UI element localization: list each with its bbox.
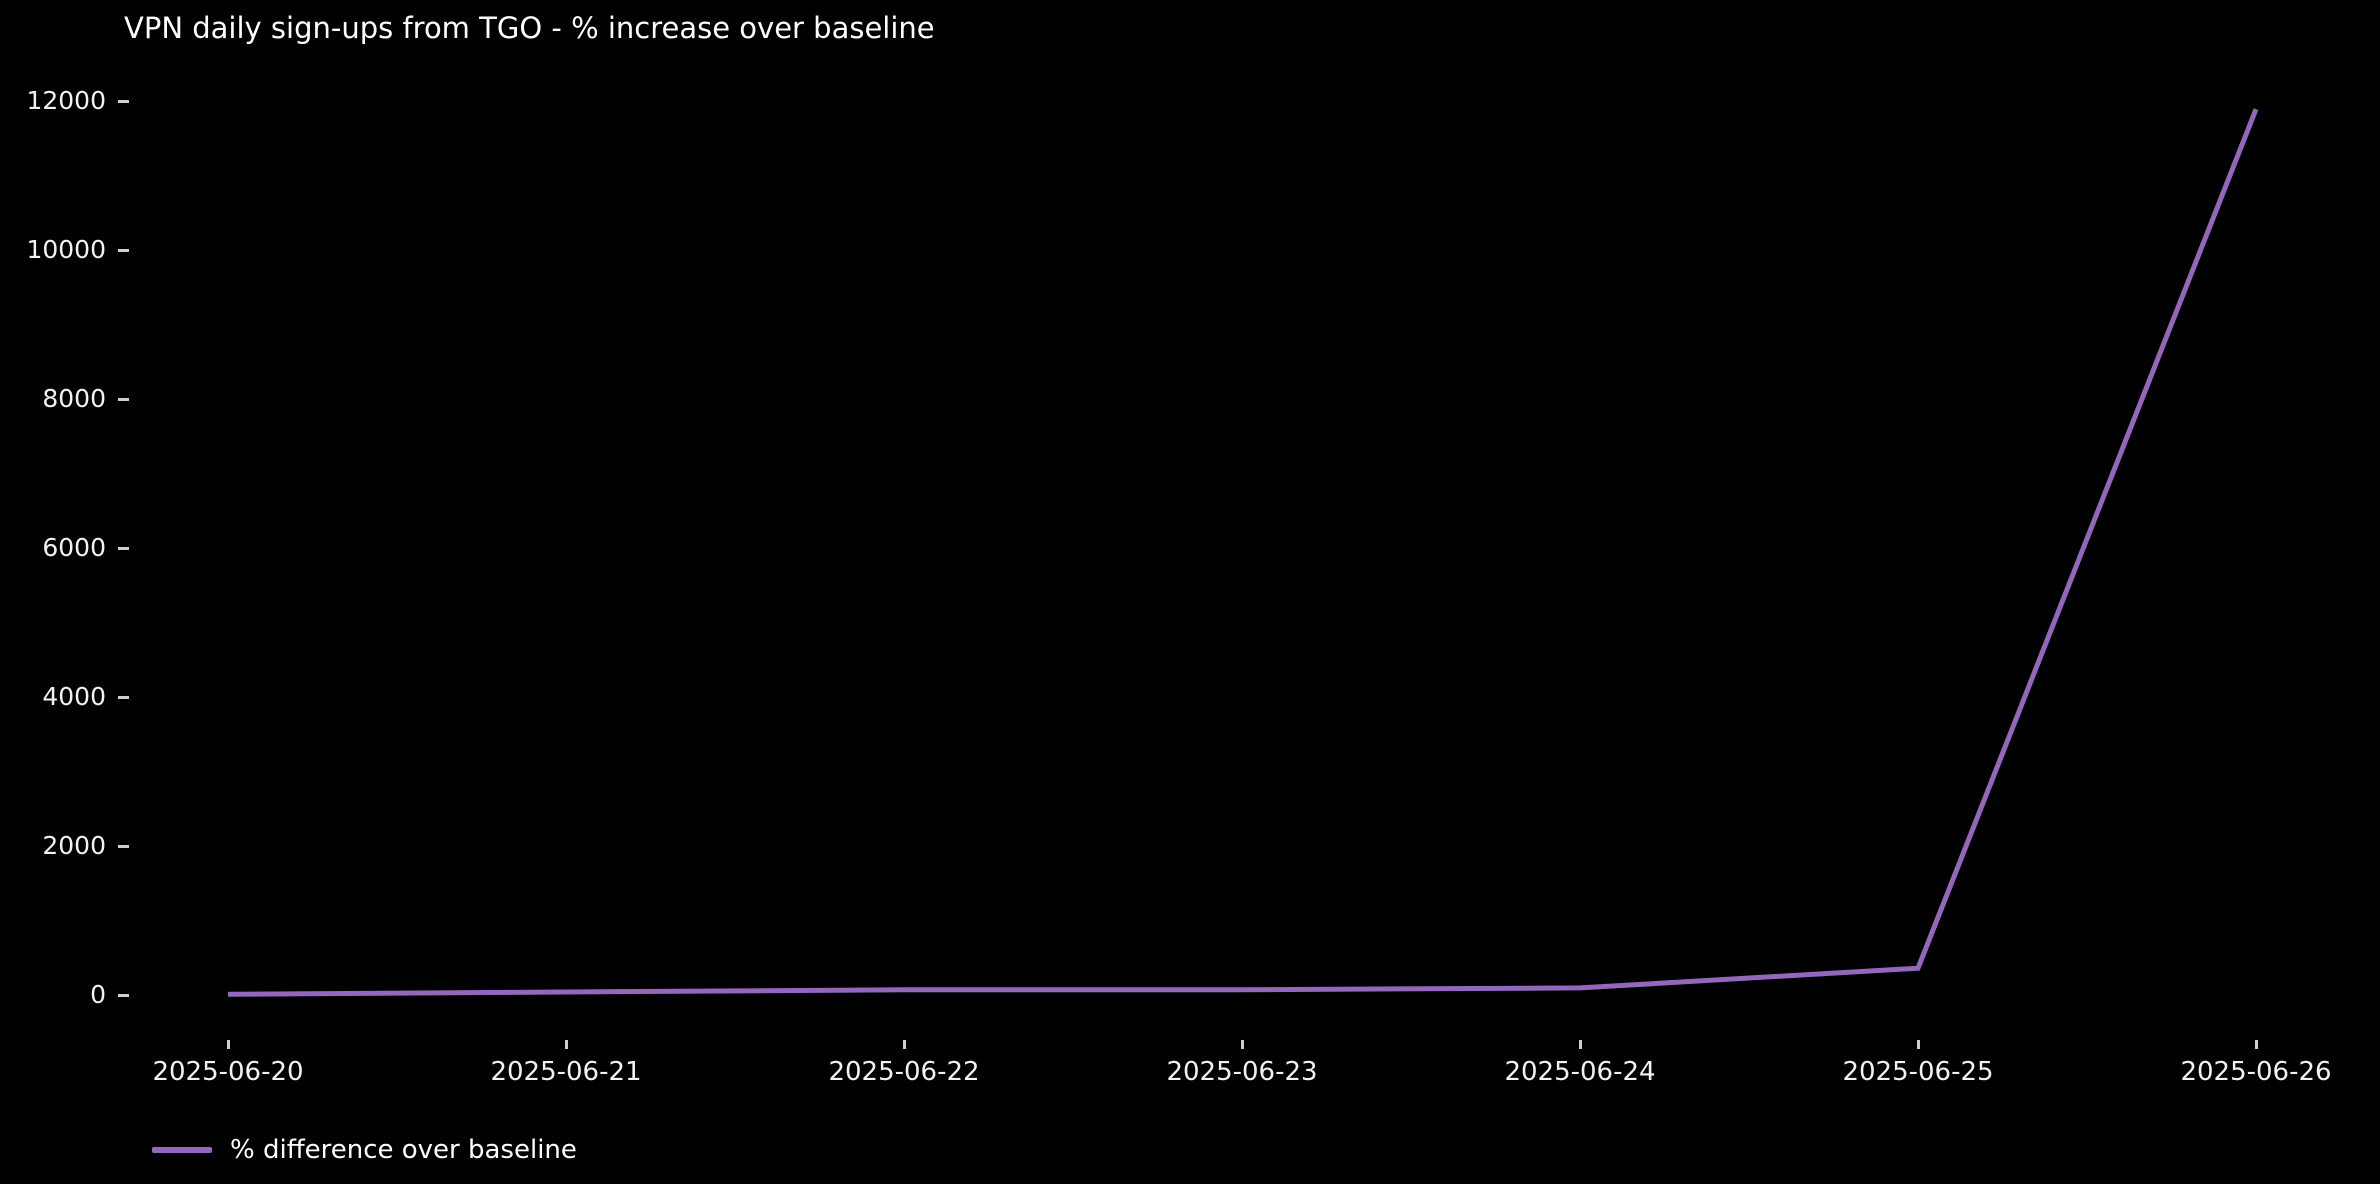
y-axis-tick-mark [118, 99, 129, 103]
y-axis-tick-label: 4000 [42, 682, 106, 711]
y-axis-tick-mark [118, 397, 129, 401]
x-axis-tick-mark [2254, 1040, 2258, 1049]
y-axis-tick-mark [118, 844, 129, 848]
legend-line-swatch [152, 1147, 212, 1153]
y-axis-tick-mark [118, 993, 129, 997]
x-axis-tick-label: 2025-06-21 [490, 1057, 642, 1087]
y-axis-tick-label: 2000 [42, 831, 106, 860]
x-axis-tick-mark [564, 1040, 568, 1049]
x-axis-tick-mark [1916, 1040, 1920, 1049]
y-axis-tick-mark [118, 695, 129, 699]
legend: % difference over baseline [152, 1130, 577, 1170]
x-axis-tick-label: 2025-06-25 [1842, 1057, 1994, 1087]
y-axis-tick-label: 10000 [26, 235, 106, 264]
x-axis-tick-mark [1240, 1040, 1244, 1049]
x-axis-tick-label: 2025-06-24 [1504, 1057, 1656, 1087]
line-series [227, 108, 2259, 997]
x-axis-tick-label: 2025-06-22 [828, 1057, 980, 1087]
x-axis-tick-label: 2025-06-20 [152, 1057, 304, 1087]
x-axis-tick-label: 2025-06-23 [1166, 1057, 1318, 1087]
y-axis-tick-label: 8000 [42, 384, 106, 413]
y-axis-tick-label: 0 [90, 980, 106, 1009]
y-axis-tick-mark [118, 248, 129, 252]
y-axis-tick-label: 12000 [26, 86, 106, 115]
y-axis-tick-label: 6000 [42, 533, 106, 562]
y-axis-tick-mark [118, 546, 129, 550]
x-axis-tick-mark [1578, 1040, 1582, 1049]
chart-title: VPN daily sign-ups from TGO - % increase… [124, 11, 935, 45]
x-axis-tick-mark [902, 1040, 906, 1049]
x-axis-tick-label: 2025-06-26 [2180, 1057, 2332, 1087]
x-axis-tick-mark [226, 1040, 230, 1049]
legend-label: % difference over baseline [230, 1135, 577, 1165]
